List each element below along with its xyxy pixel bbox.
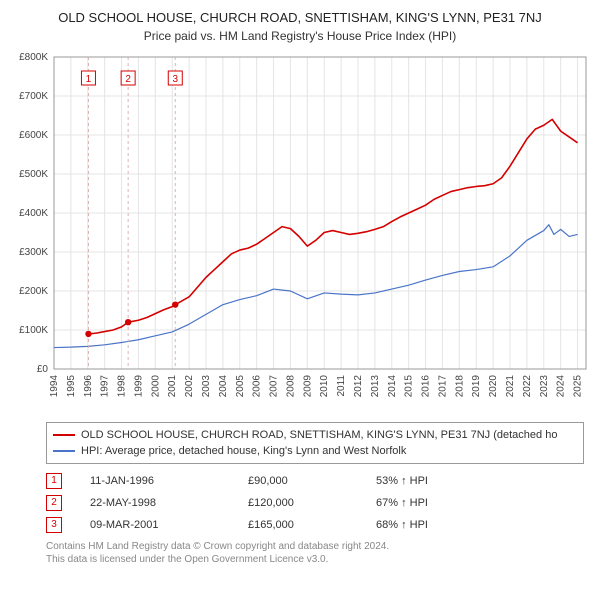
svg-text:2020: 2020: [488, 375, 499, 398]
transactions-table: 1 11-JAN-1996 £90,000 53% ↑ HPI 2 22-MAY…: [46, 470, 584, 536]
point-badge-3: 3: [46, 517, 62, 533]
svg-text:2025: 2025: [573, 375, 584, 398]
point-date: 11-JAN-1996: [90, 475, 190, 487]
svg-text:2016: 2016: [421, 375, 432, 398]
svg-text:£800K: £800K: [19, 52, 48, 63]
svg-text:£200K: £200K: [19, 286, 48, 297]
legend-label-subject: OLD SCHOOL HOUSE, CHURCH ROAD, SNETTISHA…: [81, 429, 557, 441]
point-pct: 53% ↑ HPI: [356, 475, 486, 487]
legend-swatch-hpi: [53, 450, 75, 452]
svg-text:2017: 2017: [437, 375, 448, 398]
svg-text:£700K: £700K: [19, 91, 48, 102]
svg-text:£100K: £100K: [19, 325, 48, 336]
svg-text:1999: 1999: [133, 375, 144, 398]
svg-text:2007: 2007: [269, 375, 280, 398]
svg-text:2021: 2021: [505, 375, 516, 398]
svg-text:£0: £0: [37, 364, 49, 375]
point-badge-1: 1: [46, 473, 62, 489]
svg-text:2012: 2012: [353, 375, 364, 398]
svg-text:1: 1: [86, 74, 92, 85]
svg-text:1998: 1998: [117, 375, 128, 398]
svg-text:2008: 2008: [285, 375, 296, 398]
svg-text:2010: 2010: [319, 375, 330, 398]
svg-text:2022: 2022: [522, 375, 533, 398]
svg-text:3: 3: [172, 74, 178, 85]
chart-subtitle: Price paid vs. HM Land Registry's House …: [10, 29, 590, 43]
svg-text:1997: 1997: [100, 375, 111, 398]
svg-text:£500K: £500K: [19, 169, 48, 180]
svg-text:2002: 2002: [184, 375, 195, 398]
svg-text:2004: 2004: [218, 375, 229, 398]
point-price: £90,000: [218, 475, 328, 487]
svg-text:£300K: £300K: [19, 247, 48, 258]
svg-text:2009: 2009: [302, 375, 313, 398]
price-chart-svg: £0 £100K £200K £300K £400K £500K £600K £700K £80…: [10, 51, 590, 416]
chart-area: £0 £100K £200K £300K £400K £500K £600K £700K £80…: [10, 51, 590, 416]
legend-item-subject: OLD SCHOOL HOUSE, CHURCH ROAD, SNETTISHA…: [53, 427, 577, 443]
svg-text:2024: 2024: [556, 375, 567, 398]
svg-text:2006: 2006: [252, 375, 263, 398]
footer-line-1: Contains HM Land Registry data © Crown c…: [46, 540, 584, 553]
footer-line-2: This data is licensed under the Open Gov…: [46, 553, 584, 566]
point-date: 09-MAR-2001: [90, 519, 190, 531]
point-badge-2: 2: [46, 495, 62, 511]
point-price: £120,000: [218, 497, 328, 509]
svg-text:1996: 1996: [83, 375, 94, 398]
legend: OLD SCHOOL HOUSE, CHURCH ROAD, SNETTISHA…: [46, 422, 584, 464]
svg-text:2018: 2018: [454, 375, 465, 398]
attribution-footer: Contains HM Land Registry data © Crown c…: [46, 540, 584, 566]
svg-text:2001: 2001: [167, 375, 178, 398]
svg-text:2019: 2019: [471, 375, 482, 398]
svg-text:2003: 2003: [201, 375, 212, 398]
legend-swatch-subject: [53, 434, 75, 436]
legend-label-hpi: HPI: Average price, detached house, King…: [81, 445, 406, 457]
svg-text:2000: 2000: [150, 375, 161, 398]
svg-text:£600K: £600K: [19, 130, 48, 141]
point-date: 22-MAY-1998: [90, 497, 190, 509]
svg-text:2: 2: [125, 74, 131, 85]
svg-text:2011: 2011: [336, 375, 347, 397]
svg-text:1995: 1995: [66, 375, 77, 398]
svg-text:1994: 1994: [49, 375, 60, 398]
chart-title: OLD SCHOOL HOUSE, CHURCH ROAD, SNETTISHA…: [10, 10, 590, 25]
point-pct: 67% ↑ HPI: [356, 497, 486, 509]
point-price: £165,000: [218, 519, 328, 531]
svg-text:2005: 2005: [235, 375, 246, 398]
svg-text:2023: 2023: [539, 375, 550, 398]
table-row: 2 22-MAY-1998 £120,000 67% ↑ HPI: [46, 492, 584, 514]
svg-text:2013: 2013: [370, 375, 381, 398]
svg-text:£400K: £400K: [19, 208, 48, 219]
table-row: 3 09-MAR-2001 £165,000 68% ↑ HPI: [46, 514, 584, 536]
legend-item-hpi: HPI: Average price, detached house, King…: [53, 443, 577, 459]
svg-text:2014: 2014: [387, 375, 398, 398]
point-pct: 68% ↑ HPI: [356, 519, 486, 531]
svg-text:2015: 2015: [404, 375, 415, 398]
table-row: 1 11-JAN-1996 £90,000 53% ↑ HPI: [46, 470, 584, 492]
